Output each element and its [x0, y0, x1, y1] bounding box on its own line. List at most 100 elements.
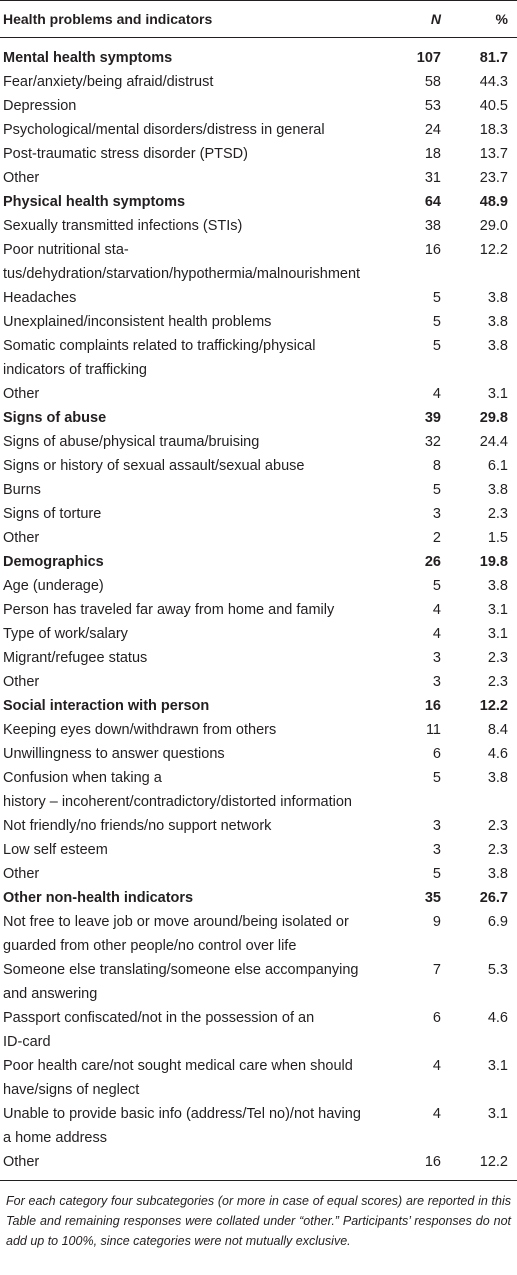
row-pct: 1.5	[487, 530, 508, 546]
row-pct: 12.2	[479, 1154, 508, 1170]
table-row: Passport confiscated/not in the possessi…	[0, 1006, 517, 1054]
row-pct: 3.8	[487, 338, 508, 354]
row-label-line: Someone else translating/someone else ac…	[3, 962, 359, 978]
row-label: Unwillingness to answer questions	[0, 742, 396, 766]
table-row: Burns 5 3.8	[0, 478, 517, 502]
row-label-line: Headaches	[3, 290, 77, 306]
row-label: Post-traumatic stress disorder (PTSD)	[0, 142, 396, 166]
row-label: Signs of torture	[0, 502, 396, 526]
row-n: 3	[432, 650, 441, 666]
row-n: 64	[424, 194, 441, 210]
table-row: Other 5 3.8	[0, 862, 517, 886]
row-pct: 3.8	[487, 314, 508, 330]
row-label-line: Other	[3, 386, 40, 402]
row-pct: 2.3	[487, 650, 508, 666]
row-label: Unexplained/inconsistent health problems	[0, 310, 396, 334]
row-n: 38	[424, 218, 441, 234]
header-rule	[0, 37, 517, 38]
row-label-line: Social interaction with person	[3, 698, 210, 714]
row-label-line: history – incoherent/contradictory/disto…	[3, 794, 352, 810]
row-n: 6	[432, 746, 441, 762]
row-label-line: indicators of trafficking	[3, 362, 147, 378]
category-row: Physical health symptoms 64 48.9	[0, 190, 517, 214]
table-row: Psychological/mental disorders/distress …	[0, 118, 517, 142]
row-label: Other	[0, 670, 396, 694]
row-n: 11	[425, 722, 441, 738]
row-label: Passport confiscated/not in the possessi…	[0, 1006, 396, 1054]
table-row: Other 3 2.3	[0, 670, 517, 694]
table-row: Low self esteem 3 2.3	[0, 838, 517, 862]
row-pct: 19.8	[479, 554, 508, 570]
row-pct: 3.8	[487, 290, 508, 306]
table-row: Other 4 3.1	[0, 382, 517, 406]
row-pct: 40.5	[479, 98, 508, 114]
row-label: Other	[0, 1150, 396, 1174]
row-pct: 6.1	[487, 458, 508, 474]
row-label-line: Mental health symptoms	[3, 50, 173, 66]
row-pct: 3.1	[487, 1106, 508, 1122]
row-label: Signs of abuse	[0, 406, 396, 430]
row-n: 3	[432, 506, 441, 522]
row-n: 7	[432, 962, 441, 978]
row-n: 16	[424, 242, 441, 258]
table-row: Someone else translating/someone else ac…	[0, 958, 517, 1006]
table-row: Other 31 23.7	[0, 166, 517, 190]
row-n: 5	[432, 770, 441, 786]
row-label-line: Unable to provide basic info (address/Te…	[3, 1106, 361, 1122]
table-row: Person has traveled far away from home a…	[0, 598, 517, 622]
row-label-line: Sexually transmitted infections (STIs)	[3, 218, 243, 234]
row-n: 2	[432, 530, 441, 546]
row-label: Mental health symptoms	[0, 46, 396, 70]
row-n: 3	[432, 674, 441, 690]
row-pct: 29.0	[479, 218, 508, 234]
row-label: Not friendly/no friends/no support netwo…	[0, 814, 396, 838]
row-pct: 81.7	[479, 50, 508, 66]
row-label-line: Burns	[3, 482, 41, 498]
row-n: 4	[432, 602, 441, 618]
row-label: Other	[0, 526, 396, 550]
row-pct: 3.1	[487, 1058, 508, 1074]
table-row: Type of work/salary 4 3.1	[0, 622, 517, 646]
row-label: Demographics	[0, 550, 396, 574]
row-pct: 8.4	[487, 722, 508, 738]
row-label-line: Physical health symptoms	[3, 194, 186, 210]
row-label: Social interaction with person	[0, 694, 396, 718]
row-label-line: Signs or history of sexual assault/sexua…	[3, 458, 305, 474]
row-label-line: Depression	[3, 98, 77, 114]
header-n: N	[430, 11, 441, 27]
row-pct: 4.6	[487, 1010, 508, 1026]
row-label: Age (underage)	[0, 574, 396, 598]
row-label-line: guarded from other people/no control ove…	[3, 938, 297, 954]
row-label: Signs or history of sexual assault/sexua…	[0, 454, 396, 478]
table-row: Headaches 5 3.8	[0, 286, 517, 310]
row-label-line: Other	[3, 866, 40, 882]
table-row: Unwillingness to answer questions 6 4.6	[0, 742, 517, 766]
row-pct: 12.2	[479, 242, 508, 258]
row-pct: 24.4	[479, 434, 508, 450]
row-pct: 3.8	[487, 866, 508, 882]
table-footnote: For each category four subcategories (or…	[6, 1194, 511, 1248]
row-n: 5	[432, 578, 441, 594]
row-label: Type of work/salary	[0, 622, 396, 646]
row-n: 18	[424, 146, 441, 162]
row-pct: 29.8	[479, 410, 508, 426]
row-label: Not free to leave job or move around/bei…	[0, 910, 396, 958]
table-row: Unable to provide basic info (address/Te…	[0, 1102, 517, 1150]
table-row: Signs of torture 3 2.3	[0, 502, 517, 526]
row-pct: 3.1	[487, 386, 508, 402]
row-label-line: Fear/anxiety/being afraid/distrust	[3, 74, 214, 90]
row-label-line: Low self esteem	[3, 842, 108, 858]
row-n: 5	[432, 866, 441, 882]
row-n: 26	[424, 554, 441, 570]
row-pct: 48.9	[479, 194, 508, 210]
row-n: 4	[432, 386, 441, 402]
table-row: Keeping eyes down/withdrawn from others 1…	[0, 718, 517, 742]
row-label-line: Poor health care/not sought medical care…	[3, 1058, 353, 1074]
row-pct: 2.3	[487, 674, 508, 690]
row-pct: 6.9	[487, 914, 508, 930]
category-row: Other non-health indicators 35 26.7	[0, 886, 517, 910]
row-label: Other	[0, 862, 396, 886]
table-row: Migrant/refugee status 3 2.3	[0, 646, 517, 670]
row-label-line: Type of work/salary	[3, 626, 128, 642]
bottom-rule	[0, 1180, 517, 1181]
